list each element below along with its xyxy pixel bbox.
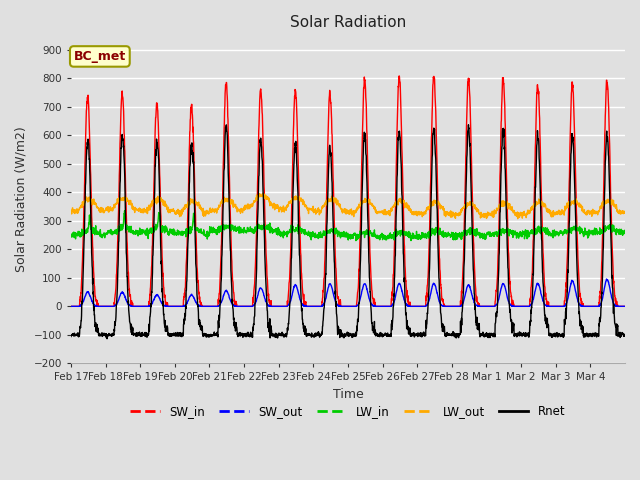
Rnet (621, 332, 628, 337)
Rnet (547, 332, 554, 337)
LW_out (259, 191, 266, 196)
SW_out (621, 303, 628, 309)
LW_in (614, 227, 621, 233)
Line: LW_in: LW_in (71, 211, 625, 240)
LW_out (515, 211, 523, 216)
SW_in (546, 303, 554, 309)
SW_out (515, 303, 522, 309)
LW_in (515, 232, 523, 238)
SW_in (515, 303, 522, 309)
Rnet (103, 336, 111, 342)
Rnet (381, 330, 389, 336)
SW_in (396, 73, 403, 79)
SW_in (122, 211, 130, 216)
SW_in (242, 303, 250, 309)
LW_in (381, 237, 389, 243)
SW_out (613, 303, 621, 309)
LW_in (67, 234, 75, 240)
LW_out (122, 195, 130, 201)
LW_out (614, 207, 621, 213)
LW_out (381, 210, 389, 216)
Line: Rnet: Rnet (71, 125, 625, 339)
LW_out (547, 211, 554, 217)
LW_in (352, 238, 360, 243)
Title: Solar Radiation: Solar Radiation (290, 15, 406, 30)
SW_out (603, 276, 611, 282)
Rnet (515, 332, 523, 338)
Line: LW_out: LW_out (71, 193, 625, 219)
LW_in (123, 224, 131, 230)
Rnet (123, 252, 131, 258)
LW_out (514, 216, 522, 222)
Rnet (614, 323, 621, 328)
X-axis label: Time: Time (333, 388, 364, 401)
SW_out (546, 303, 554, 309)
SW_out (381, 303, 389, 309)
Y-axis label: Solar Radiation (W/m2): Solar Radiation (W/m2) (15, 127, 28, 272)
SW_in (67, 303, 75, 309)
Line: SW_in: SW_in (71, 76, 625, 306)
LW_out (621, 210, 628, 216)
Text: BC_met: BC_met (74, 50, 126, 63)
Legend: SW_in, SW_out, LW_in, LW_out, Rnet: SW_in, SW_out, LW_in, LW_out, Rnet (125, 401, 570, 423)
SW_out (122, 298, 130, 303)
SW_in (381, 303, 389, 309)
SW_out (242, 303, 250, 309)
Line: SW_out: SW_out (71, 279, 625, 306)
LW_in (547, 230, 554, 236)
SW_in (621, 303, 628, 309)
Rnet (465, 122, 472, 128)
Rnet (242, 334, 250, 340)
Rnet (67, 334, 75, 339)
SW_in (613, 303, 621, 309)
LW_in (621, 228, 628, 233)
LW_in (121, 208, 129, 214)
LW_out (67, 208, 75, 214)
SW_out (67, 303, 75, 309)
LW_out (242, 205, 250, 211)
LW_in (242, 228, 250, 234)
